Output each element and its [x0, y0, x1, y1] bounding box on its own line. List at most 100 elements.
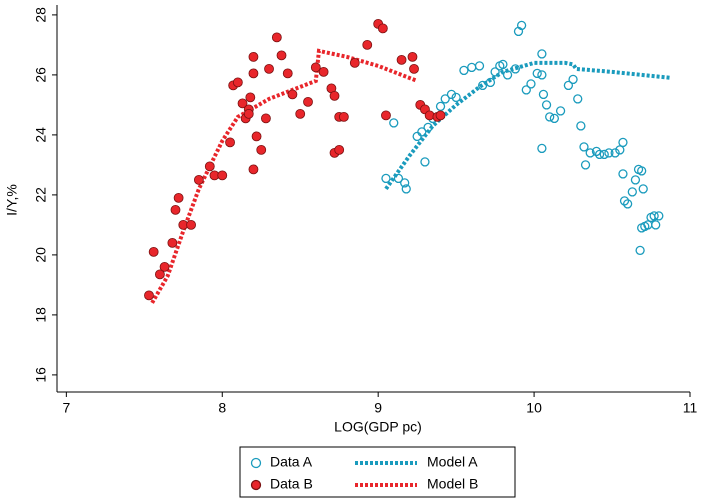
data-point — [477, 80, 488, 91]
data-point — [303, 97, 313, 107]
data-point — [654, 211, 664, 221]
data-point — [334, 144, 345, 155]
data-point — [537, 49, 547, 59]
data-point — [627, 187, 637, 197]
data-point — [563, 80, 574, 91]
legend-swatch — [250, 457, 262, 469]
data-point — [237, 98, 248, 109]
data-point — [537, 70, 547, 80]
data-point — [248, 164, 259, 175]
data-point — [173, 192, 184, 203]
data-point — [310, 62, 321, 73]
data-point — [420, 157, 430, 167]
legend-label: Data B — [270, 476, 313, 492]
y-tick-label: 16 — [33, 367, 49, 383]
data-point — [155, 269, 165, 280]
y-tick-label: 20 — [33, 247, 49, 263]
data-point — [417, 127, 427, 137]
data-point — [318, 67, 329, 77]
data-point — [619, 196, 630, 206]
data-point — [585, 148, 595, 158]
data-point — [349, 58, 360, 68]
data-point — [510, 64, 521, 74]
x-tick-label: 7 — [62, 400, 70, 416]
data-point — [287, 89, 298, 100]
data-point — [159, 261, 170, 272]
legend-label: Model A — [427, 454, 478, 470]
data-point — [261, 113, 271, 124]
data-point — [549, 113, 560, 124]
x-tick-label: 9 — [374, 400, 382, 416]
data-point — [377, 23, 388, 34]
data-point — [502, 70, 513, 80]
data-point — [498, 59, 508, 70]
y-axis-label: I/Y,% — [4, 184, 20, 216]
data-point — [490, 67, 500, 77]
data-point — [521, 85, 531, 95]
y-tick-label: 26 — [33, 67, 49, 83]
data-point — [295, 109, 306, 119]
legend-label: Model B — [427, 476, 478, 492]
data-point — [393, 173, 404, 184]
data-point — [615, 145, 625, 155]
data-point — [381, 173, 391, 184]
data-point — [204, 161, 215, 172]
legend-label: Data A — [270, 454, 313, 470]
y-tick-label: 24 — [33, 127, 49, 143]
data-point — [545, 112, 555, 122]
x-tick-label: 11 — [683, 400, 698, 416]
data-point — [148, 246, 159, 257]
data-point — [282, 68, 293, 79]
data-point — [485, 77, 496, 88]
data-point — [245, 92, 256, 103]
legend-box — [239, 446, 516, 498]
data-point — [440, 94, 450, 104]
data-point — [573, 94, 583, 104]
data-point — [243, 109, 254, 119]
legend-swatch — [250, 479, 262, 491]
data-point — [635, 245, 645, 256]
data-point — [217, 170, 228, 181]
data-point — [568, 74, 578, 85]
data-point — [637, 166, 647, 176]
data-point — [232, 77, 243, 88]
data-point — [329, 91, 340, 101]
data-point — [576, 121, 586, 131]
data-point — [541, 100, 552, 110]
model-line — [150, 48, 418, 304]
data-point — [599, 149, 609, 160]
x-axis-label: LOG(GDP pc) — [334, 419, 422, 435]
data-point — [409, 64, 419, 74]
data-point — [400, 178, 410, 188]
data-point — [381, 110, 391, 121]
data-point — [532, 68, 542, 79]
data-point — [591, 146, 602, 157]
data-point — [248, 68, 259, 79]
data-point — [170, 204, 181, 215]
data-point — [604, 148, 614, 158]
y-tick-label: 18 — [33, 307, 49, 323]
data-point — [362, 40, 373, 50]
data-point — [401, 184, 411, 194]
data-point — [610, 148, 620, 158]
data-point — [526, 79, 536, 89]
data-point — [516, 20, 527, 31]
data-point — [446, 89, 457, 100]
data-point — [594, 149, 605, 160]
data-point — [651, 220, 661, 230]
data-point — [256, 144, 267, 155]
y-tick-label: 22 — [33, 187, 49, 203]
data-point — [225, 137, 235, 148]
data-point — [435, 110, 446, 121]
x-tick-label: 10 — [526, 400, 542, 416]
data-point — [407, 52, 418, 62]
data-point — [638, 184, 648, 194]
data-point — [622, 199, 633, 209]
data-point — [423, 122, 433, 133]
data-point — [467, 62, 477, 73]
data-point — [435, 101, 446, 112]
data-point — [264, 64, 274, 74]
data-point — [389, 118, 399, 128]
data-point — [579, 142, 589, 152]
